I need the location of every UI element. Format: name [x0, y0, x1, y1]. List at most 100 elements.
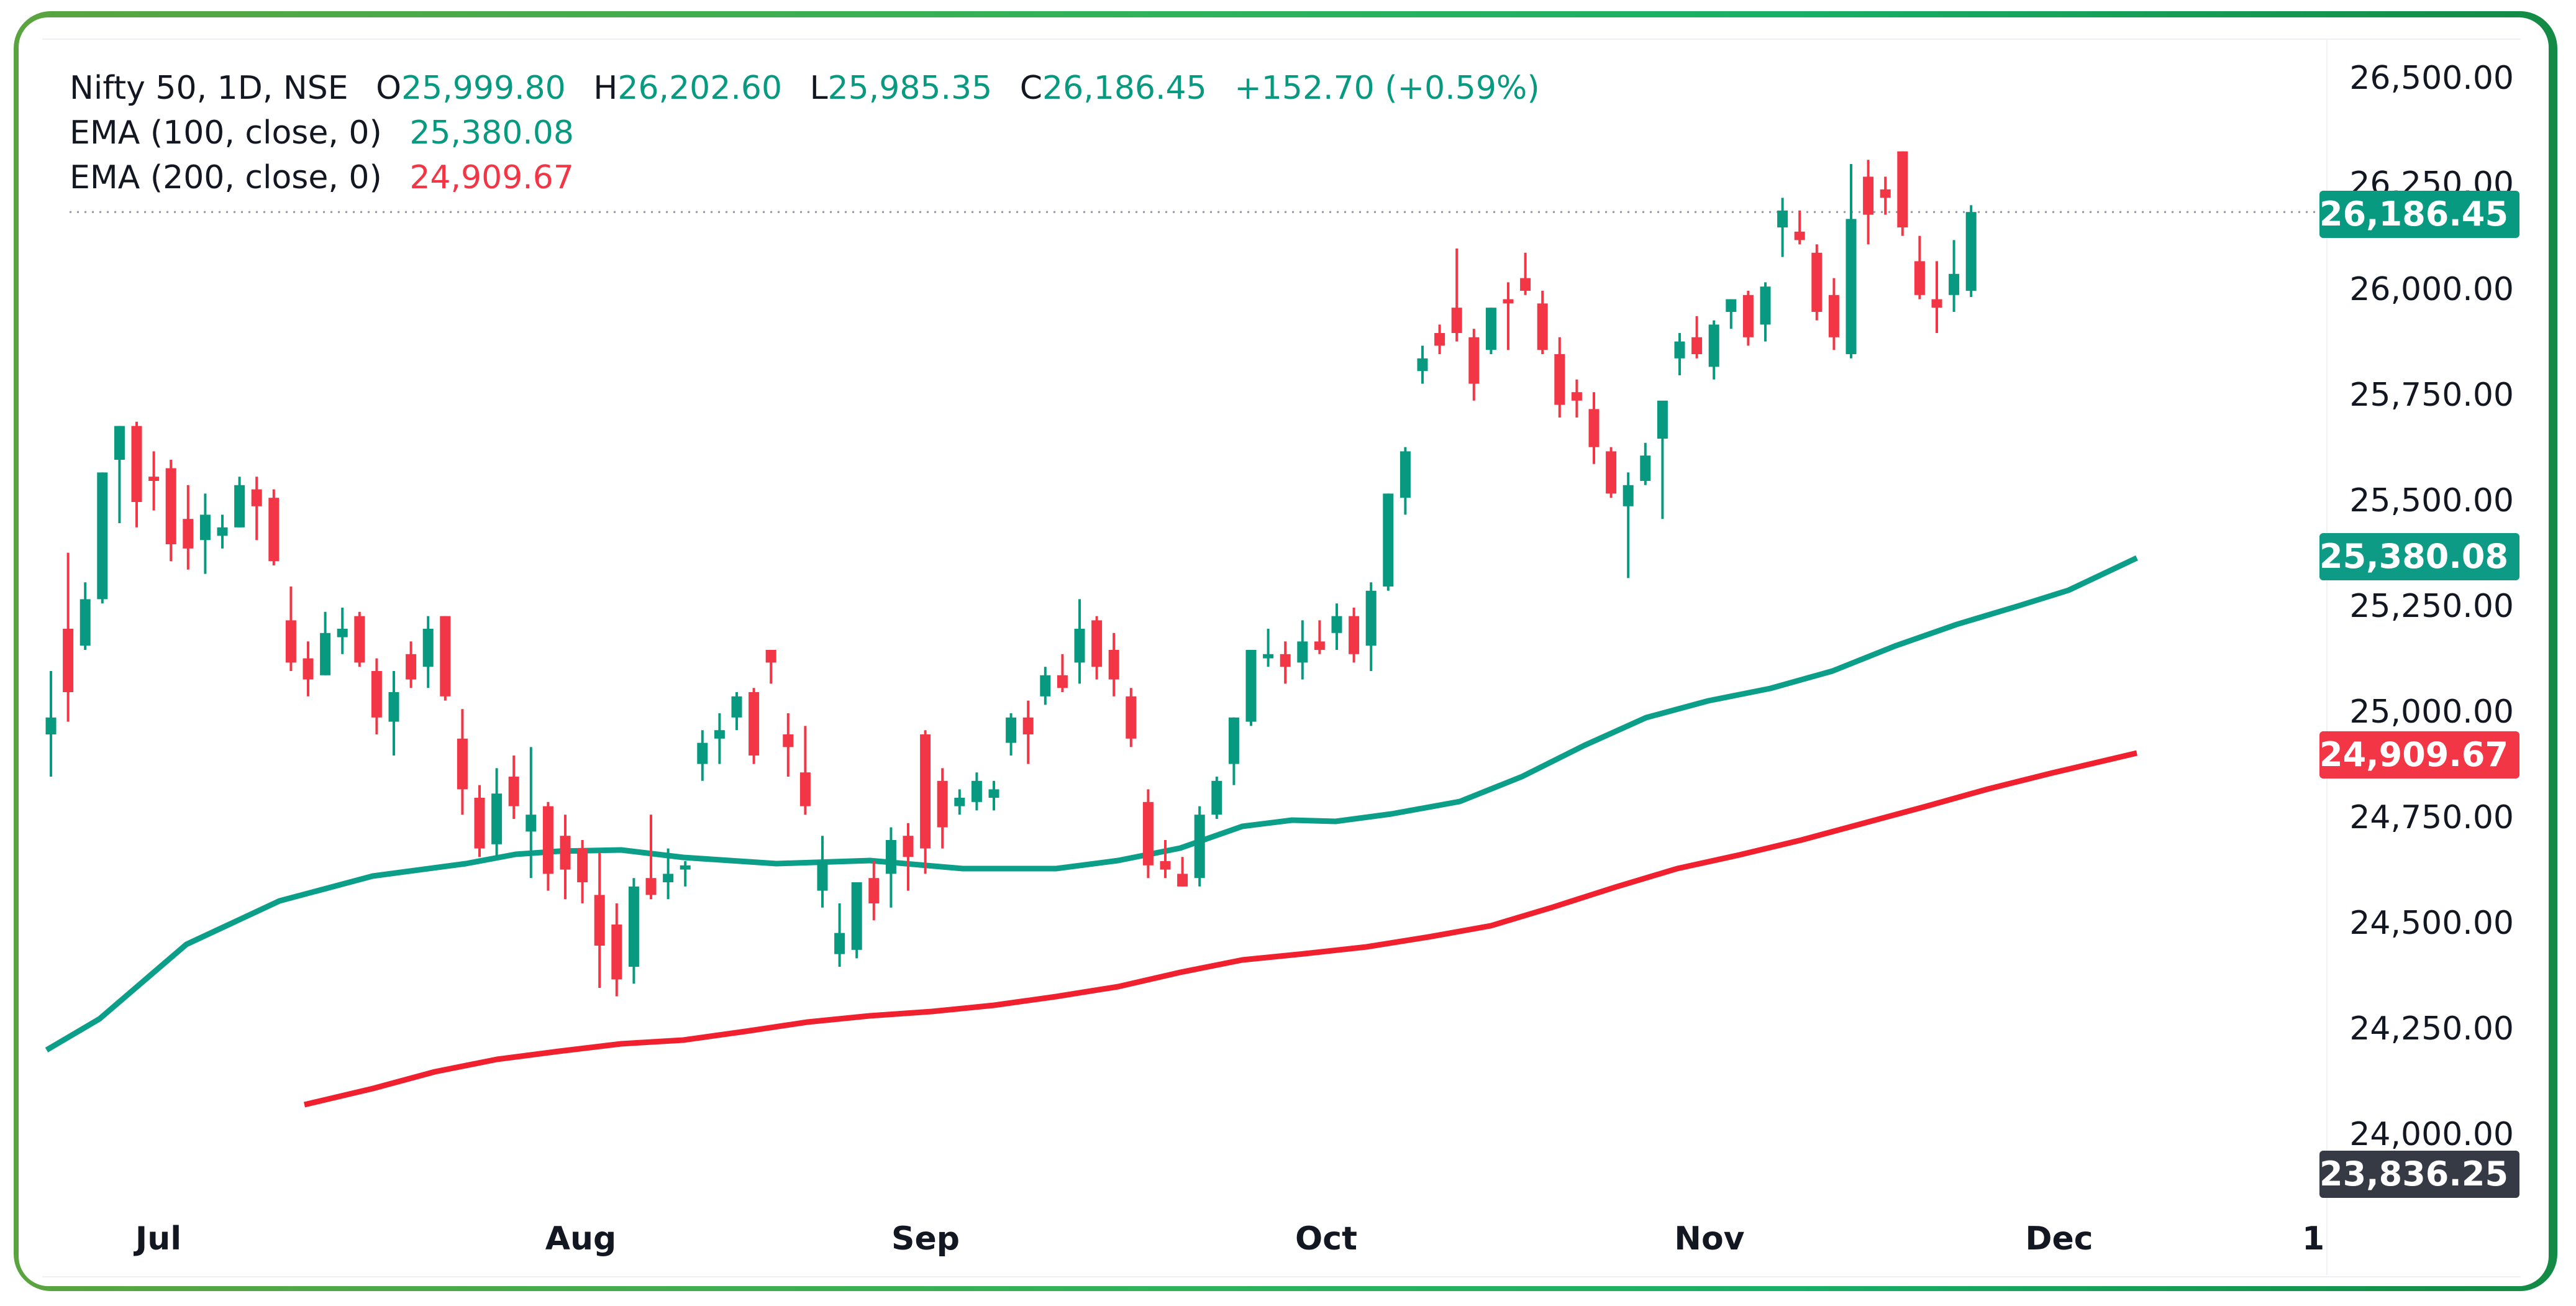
ema200-line: [303, 750, 2138, 1108]
candle-body: [1863, 176, 1874, 215]
candle-body: [303, 658, 314, 680]
candle-body: [1623, 485, 1634, 506]
candle-body: [1074, 629, 1085, 663]
ema200-price-tag: 24,909.67: [2319, 731, 2519, 779]
candle-body: [697, 742, 708, 764]
candle-body: [1571, 392, 1582, 401]
candle-body: [217, 527, 228, 536]
candle-body: [1211, 780, 1222, 815]
candle-body: [542, 806, 553, 874]
candle-body: [1742, 295, 1754, 337]
time-label-sep: Sep: [891, 1220, 960, 1258]
candle-body: [1691, 337, 1703, 354]
candle-body: [714, 730, 725, 739]
candle-body: [1828, 295, 1839, 337]
candle-body: [1965, 212, 1977, 291]
time-label-nov: Nov: [1674, 1220, 1745, 1258]
ema100-label: EMA (100, close, 0): [70, 114, 382, 152]
candle-body: [474, 798, 485, 849]
candle-body: [1006, 717, 1017, 743]
chart-legend: Nifty 50, 1D, NSE O25,999.80 H26,202.60 …: [70, 66, 1540, 200]
candle-body: [1349, 616, 1360, 654]
candle-body: [1846, 219, 1857, 354]
legend-close-value: 26,186.45: [1042, 70, 1207, 107]
candle-body: [320, 632, 331, 675]
candle-body: [1897, 151, 1908, 227]
legend-change-value: +152.70 (+0.59%): [1234, 70, 1540, 107]
candle-body: [388, 692, 399, 722]
candle-body: [1726, 299, 1737, 312]
candle-body: [1383, 493, 1394, 587]
candle-body: [971, 780, 982, 802]
ema100-value: 25,380.08: [409, 114, 574, 152]
candle-body: [1640, 455, 1651, 481]
candle-body: [1503, 299, 1514, 304]
candle-body: [954, 798, 965, 806]
candle-body: [1194, 815, 1205, 879]
candle-body: [1228, 717, 1239, 764]
candle-body: [731, 696, 742, 718]
candle-body: [80, 599, 91, 646]
candle-body: [1537, 303, 1548, 350]
candle-body: [783, 734, 794, 747]
legend-ema100-row[interactable]: EMA (100, close, 0) 25,380.08: [70, 111, 1540, 155]
crosshair-price-tag: 23,836.25: [2319, 1151, 2519, 1198]
candle-body: [1022, 717, 1034, 734]
candle-body: [594, 895, 605, 946]
candle-body: [920, 734, 931, 849]
candle-body: [131, 426, 142, 502]
legend-open-value: 25,999.80: [401, 70, 566, 107]
candle-body: [285, 620, 296, 663]
time-label-aug: Aug: [545, 1220, 617, 1258]
candle-body: [1777, 210, 1788, 227]
candle-body: [1451, 308, 1462, 333]
candle-body: [799, 772, 811, 806]
candle-body: [440, 616, 451, 696]
candle-body: [1263, 654, 1274, 659]
time-label-oct: Oct: [1295, 1220, 1357, 1258]
candle-body: [903, 836, 914, 857]
candle-body: [1520, 278, 1531, 291]
price-tick: 25,250.00: [2349, 588, 2514, 625]
legend-symbol[interactable]: Nifty 50, 1D, NSE: [70, 70, 348, 107]
candle-body: [371, 671, 382, 718]
candle-body: [1400, 451, 1411, 498]
candle-body: [165, 468, 176, 544]
candle-body: [1588, 409, 1600, 447]
candle-body: [1177, 874, 1188, 887]
candle-body: [628, 886, 639, 967]
legend-ema200-row[interactable]: EMA (200, close, 0) 24,909.67: [70, 155, 1540, 200]
candle-body: [1485, 308, 1496, 350]
price-tick: 25,000.00: [2349, 693, 2514, 731]
candle-body: [1914, 261, 1925, 295]
candle-body: [885, 840, 896, 874]
ema100-price-tag: 25,380.08: [2319, 533, 2519, 580]
candle-body: [354, 616, 365, 663]
candle-body: [1674, 341, 1685, 358]
candle-body: [1160, 861, 1171, 870]
candle-body: [749, 692, 760, 756]
candle-body: [577, 848, 588, 882]
candle-body: [526, 815, 537, 832]
legend-low-label: L: [809, 70, 828, 107]
candle-body: [1331, 616, 1342, 633]
candle-body: [834, 933, 845, 954]
candle-body: [1554, 354, 1565, 405]
candle-body: [851, 882, 862, 950]
candle-body: [199, 514, 211, 541]
candle-body: [1365, 590, 1377, 646]
candle-body: [406, 654, 417, 680]
ema200-label: EMA (200, close, 0): [70, 159, 382, 196]
legend-high-value: 26,202.60: [617, 70, 783, 107]
last-price-tag: 26,186.45: [2319, 191, 2519, 238]
chart-pane: [42, 39, 2521, 1277]
candle-body: [63, 629, 74, 692]
legend-close-label: C: [1019, 70, 1043, 107]
candle-body: [45, 717, 57, 734]
candle-body: [1314, 641, 1325, 650]
candle-body: [183, 519, 194, 549]
price-tick: 26,500.00: [2349, 60, 2514, 97]
candle-body: [988, 789, 999, 798]
candle-body: [251, 489, 262, 506]
